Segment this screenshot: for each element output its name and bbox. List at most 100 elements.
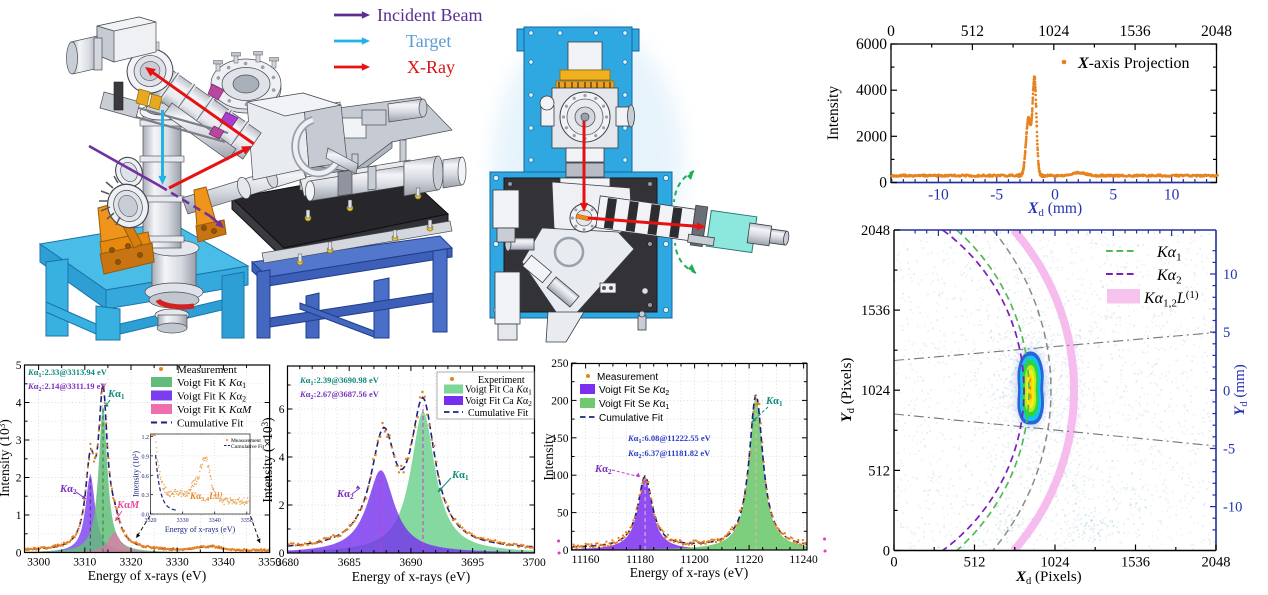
svg-text:Voigt Fit K Kα2: Voigt Fit K Kα2	[177, 391, 246, 404]
svg-text:0: 0	[16, 548, 22, 560]
svg-text:X-Ray: X-Ray	[407, 57, 455, 77]
svg-text:Kα1:2.33@3313.94 eV: Kα1:2.33@3313.94 eV	[27, 367, 108, 379]
svg-text:Xd (mm): Xd (mm)	[1027, 200, 1082, 219]
svg-text:3310: 3310	[73, 557, 96, 569]
svg-text:Cumulative Fit: Cumulative Fit	[599, 413, 663, 424]
svg-text:Kα2:2.67@3687.56 eV: Kα2:2.67@3687.56 eV	[299, 389, 380, 401]
svg-text:10: 10	[1223, 267, 1238, 283]
svg-text:Incident Beam: Incident Beam	[377, 5, 482, 25]
svg-text:6000: 6000	[856, 36, 887, 53]
svg-text:Kα2: Kα2	[594, 464, 612, 476]
svg-text:4000: 4000	[856, 82, 887, 99]
svg-text:1: 1	[16, 510, 22, 522]
svg-text:Kα1,2L(1): Kα1,2L(1)	[1143, 289, 1199, 310]
svg-text:0: 0	[563, 545, 569, 557]
svg-text:Measurement: Measurement	[231, 438, 261, 444]
svg-text:1536: 1536	[1120, 23, 1151, 40]
svg-text:0: 0	[890, 555, 897, 571]
svg-text:0: 0	[879, 175, 887, 192]
svg-text:3340: 3340	[209, 518, 221, 524]
svg-text:512: 512	[964, 555, 986, 571]
svg-text:X-axis Projection: X-axis Projection	[1077, 55, 1190, 72]
svg-text:3690: 3690	[399, 557, 422, 569]
svg-text:5: 5	[1109, 187, 1117, 204]
svg-text:11160: 11160	[572, 554, 600, 566]
svg-text:-10: -10	[1223, 500, 1242, 516]
svg-text:5: 5	[1223, 325, 1230, 341]
svg-text:Cumulative Fit: Cumulative Fit	[468, 408, 529, 419]
svg-text:Voigt Fit Se Kα2: Voigt Fit Se Kα2	[599, 385, 669, 397]
svg-text:3330: 3330	[166, 557, 189, 569]
svg-text:Kα2: Kα2	[1156, 267, 1182, 287]
svg-text:0: 0	[279, 548, 285, 560]
svg-text:Voigt Fit Ca Kα2: Voigt Fit Ca Kα2	[465, 396, 532, 408]
svg-text:1024: 1024	[1041, 555, 1071, 571]
svg-text:3680: 3680	[276, 557, 299, 569]
svg-text:1024: 1024	[1038, 23, 1069, 40]
svg-text:2048: 2048	[1202, 555, 1231, 571]
svg-text:512: 512	[961, 23, 984, 40]
svg-text:Kα1: Kα1	[765, 396, 783, 408]
svg-text:Kα2:6.37@11181.82 eV: Kα2:6.37@11181.82 eV	[627, 448, 711, 460]
svg-text:2048: 2048	[861, 223, 890, 239]
svg-text:Target: Target	[406, 31, 451, 51]
svg-text:KαM: KαM	[116, 500, 140, 511]
svg-text:Kα3,4L(1): Kα3,4L(1)	[189, 491, 222, 503]
svg-text:Yd (mm): Yd (mm)	[1232, 364, 1250, 416]
svg-text:11200: 11200	[680, 554, 709, 566]
svg-text:11240: 11240	[789, 554, 818, 566]
svg-text:3685: 3685	[338, 557, 361, 569]
svg-text:1536: 1536	[1121, 555, 1150, 571]
svg-text:Intensity (×103): Intensity (×103)	[260, 417, 275, 502]
svg-text:11180: 11180	[626, 554, 654, 566]
svg-text:Cumulative Fit: Cumulative Fit	[177, 418, 243, 430]
svg-text:Voigt Fit K KαM: Voigt Fit K KαM	[177, 404, 252, 416]
svg-text:-5: -5	[1223, 442, 1235, 458]
svg-text:3350: 3350	[258, 557, 281, 569]
svg-text:3320: 3320	[145, 518, 157, 524]
svg-text:-5: -5	[990, 187, 1003, 204]
svg-text:3340: 3340	[212, 557, 235, 569]
svg-text:Intensity (102): Intensity (102)	[132, 451, 141, 497]
svg-text:Energy of x-rays (eV): Energy of x-rays (eV)	[165, 525, 236, 534]
svg-text:5: 5	[16, 360, 22, 372]
svg-text:Experiment: Experiment	[478, 375, 525, 386]
svg-text:3300: 3300	[27, 557, 50, 569]
svg-text:Kα1: Kα1	[1156, 244, 1182, 264]
svg-text:0: 0	[887, 23, 895, 40]
svg-text:2: 2	[279, 500, 285, 512]
svg-text:Kα2: Kα2	[336, 489, 354, 501]
svg-text:50: 50	[557, 508, 569, 520]
svg-text:3700: 3700	[523, 557, 546, 569]
svg-text:Kα1:6.08@11222.55 eV: Kα1:6.08@11222.55 eV	[627, 433, 712, 445]
svg-text:1024: 1024	[861, 383, 891, 399]
svg-text:3350: 3350	[241, 518, 253, 524]
svg-text:0.9: 0.9	[142, 454, 150, 460]
svg-text:-10: -10	[928, 187, 949, 204]
svg-text:Kα2: Kα2	[59, 484, 77, 496]
svg-text:0.6: 0.6	[142, 474, 150, 480]
svg-text:Intensity: Intensity	[825, 86, 842, 140]
svg-text:Kα2:2.14@3311.19 eV: Kα2:2.14@3311.19 eV	[27, 381, 107, 393]
svg-text:1536: 1536	[861, 303, 890, 319]
svg-text:Kα1:2.39@3690.98 eV: Kα1:2.39@3690.98 eV	[299, 375, 380, 387]
svg-text:4: 4	[279, 452, 285, 464]
svg-text:0.3: 0.3	[142, 493, 150, 499]
svg-text:4: 4	[16, 398, 22, 410]
svg-text:1.2: 1.2	[142, 435, 150, 441]
svg-text:Kα1: Kα1	[451, 470, 469, 482]
svg-text:Measurement: Measurement	[177, 364, 237, 376]
svg-text:250: 250	[551, 358, 569, 370]
svg-text:0.0: 0.0	[142, 513, 150, 519]
svg-text:0: 0	[883, 544, 890, 560]
svg-text:Yd (Pixels): Yd (Pixels)	[839, 358, 857, 423]
svg-text:100: 100	[551, 470, 569, 482]
svg-text:6: 6	[279, 404, 285, 416]
svg-text:Energy of x-rays (eV): Energy of x-rays (eV)	[88, 568, 207, 583]
svg-text:Kα1: Kα1	[107, 389, 125, 401]
svg-text:3330: 3330	[177, 518, 189, 524]
svg-text:Measurement: Measurement	[597, 372, 658, 383]
svg-text:0: 0	[1223, 383, 1230, 399]
svg-text:Energy of x-rays (eV): Energy of x-rays (eV)	[630, 565, 749, 580]
svg-text:200: 200	[551, 395, 569, 407]
